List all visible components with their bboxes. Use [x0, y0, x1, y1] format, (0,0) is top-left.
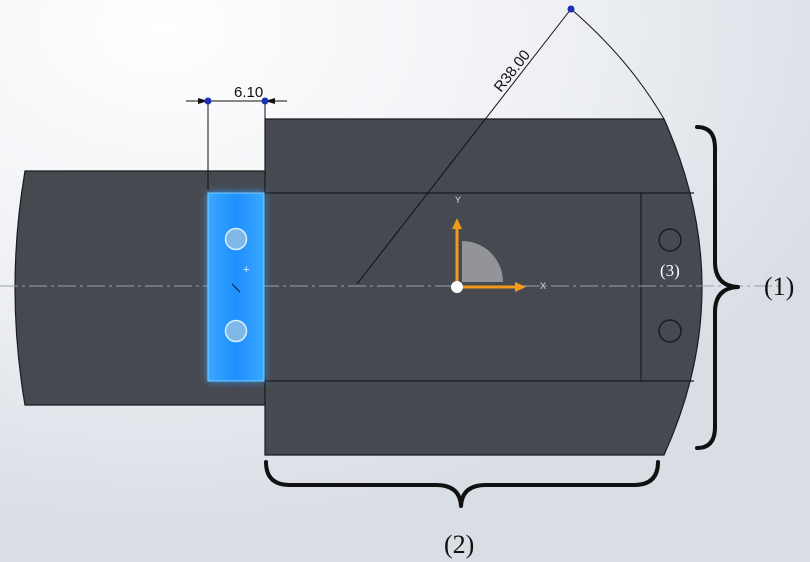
origin-point[interactable]: [451, 281, 463, 293]
hole-top-right[interactable]: [658, 228, 682, 252]
hole-bottom-left[interactable]: [224, 319, 248, 343]
selected-face[interactable]: +: [207, 192, 265, 382]
dimension-point-left[interactable]: [204, 97, 212, 105]
callout-one-label: (1): [764, 272, 794, 301]
brace-two: [264, 460, 660, 508]
origin-triad: Y X: [451, 195, 546, 293]
dimension-point-right[interactable]: [261, 97, 269, 105]
brace-one: [695, 125, 740, 450]
face-slash-mark: [231, 283, 241, 293]
y-axis-arrow: [452, 218, 462, 229]
face-center-mark: +: [243, 264, 249, 276]
radius-point[interactable]: [567, 5, 575, 13]
x-axis-arrow: [515, 282, 526, 292]
hole-top-left[interactable]: [224, 227, 248, 251]
width-dimension-label[interactable]: 6.10: [234, 84, 263, 101]
hole-bottom-right[interactable]: [658, 319, 682, 343]
y-axis-label: Y: [455, 195, 461, 205]
width-dimension[interactable]: 6.10: [186, 84, 287, 190]
x-axis-label: X: [540, 281, 546, 291]
part-left-section[interactable]: [14, 170, 266, 406]
callout-three-label: (3): [660, 261, 680, 280]
callout-two-label: (2): [444, 530, 474, 559]
